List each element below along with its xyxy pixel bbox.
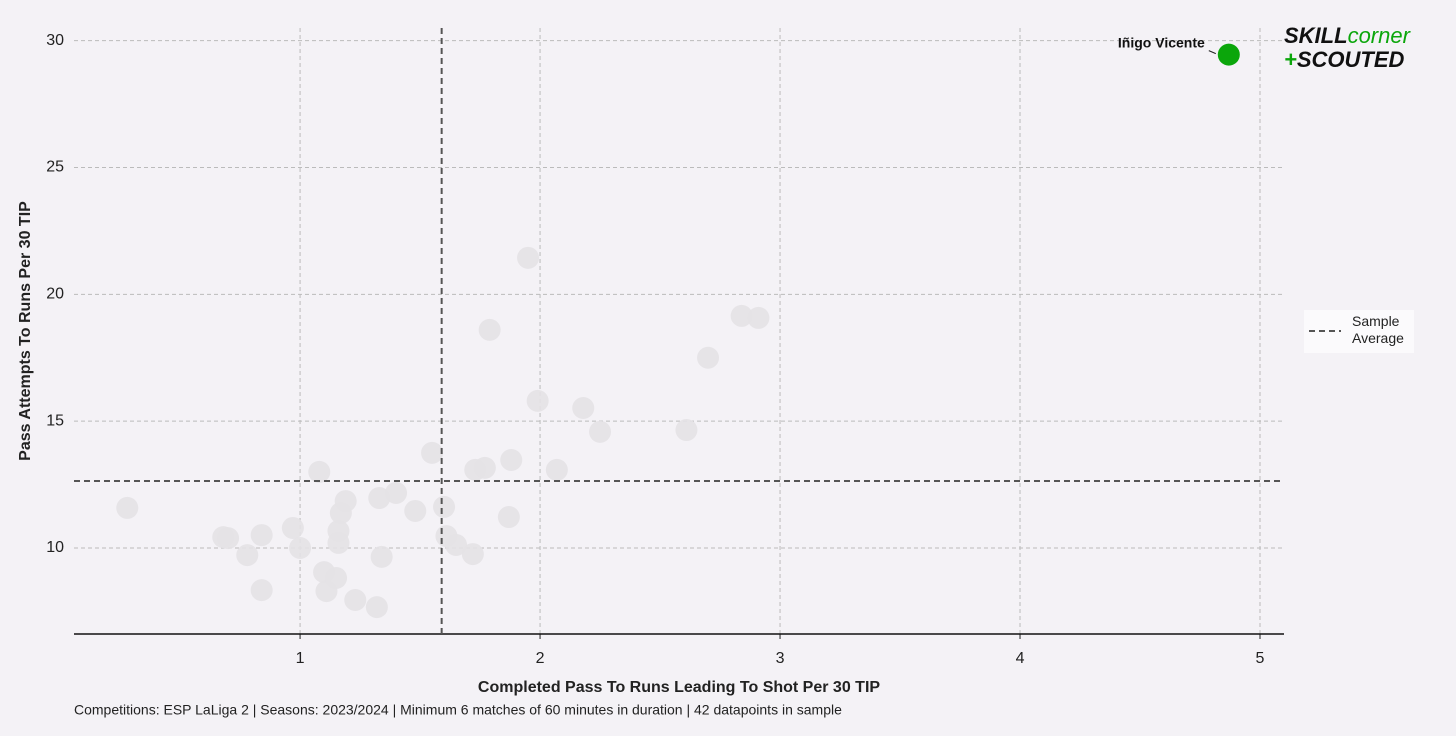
- point: [289, 537, 312, 560]
- point: [327, 531, 350, 554]
- y-tick-label: 25: [46, 159, 64, 176]
- point: [500, 448, 523, 471]
- point: [334, 490, 357, 513]
- y-tick-label: 15: [46, 412, 64, 429]
- y-tick-label: 10: [46, 539, 64, 556]
- legend-label: Sample Average: [1352, 313, 1404, 346]
- point: [526, 389, 549, 412]
- point: [697, 346, 720, 369]
- x-tick-label: 1: [296, 650, 305, 667]
- footnote: Competitions: ESP LaLiga 2 | Seasons: 20…: [74, 702, 842, 718]
- logo-plus: +: [1284, 47, 1297, 72]
- logo-corner: corner: [1348, 23, 1412, 48]
- point: [365, 596, 388, 619]
- point: [421, 441, 444, 464]
- point: [478, 318, 501, 341]
- highlight-point: [1217, 43, 1240, 66]
- point: [461, 543, 484, 566]
- point: [675, 419, 698, 442]
- point: [445, 533, 468, 556]
- point: [747, 306, 770, 329]
- point: [368, 487, 391, 510]
- point: [473, 456, 496, 479]
- point: [236, 544, 259, 567]
- logo-line2: +SCOUTED: [1284, 47, 1405, 72]
- logo-line1: SKILLcorner: [1284, 23, 1412, 48]
- point: [116, 496, 139, 519]
- x-tick-label: 4: [1016, 650, 1025, 667]
- point: [497, 506, 520, 529]
- x-tick-label: 2: [536, 650, 545, 667]
- point: [250, 524, 273, 547]
- point: [385, 481, 408, 504]
- point: [370, 545, 393, 568]
- point: [517, 246, 540, 269]
- point: [730, 304, 753, 327]
- y-tick-label: 20: [46, 286, 64, 303]
- x-tick-label: 3: [776, 650, 785, 667]
- annotation-leader: [1208, 50, 1217, 55]
- logo-skill: SKILL: [1284, 23, 1348, 48]
- y-tick-label: 30: [46, 32, 64, 49]
- point: [572, 396, 595, 419]
- point: [308, 460, 331, 483]
- point: [250, 579, 273, 602]
- point: [589, 420, 612, 443]
- logo-scouted: SCOUTED: [1297, 47, 1405, 72]
- point: [217, 527, 240, 550]
- point: [281, 516, 304, 539]
- x-tick-label: 5: [1256, 650, 1265, 667]
- point: [433, 495, 456, 518]
- y-axis-label: Pass Attempts To Runs Per 30 TIP: [17, 201, 34, 461]
- x-axis-label: Completed Pass To Runs Leading To Shot P…: [478, 679, 880, 696]
- point: [344, 589, 367, 612]
- point: [545, 458, 568, 481]
- annotation-label: Iñigo Vicente: [1118, 34, 1205, 50]
- point: [404, 499, 427, 522]
- point: [325, 566, 348, 589]
